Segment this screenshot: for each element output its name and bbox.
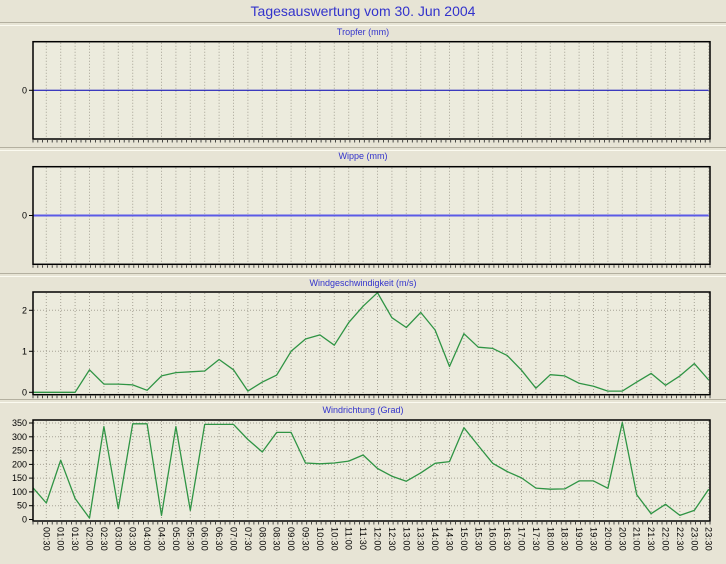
x-tick-label: 04:00: [142, 527, 152, 551]
x-tick-label: 22:00: [661, 527, 671, 551]
gridlines: [45, 42, 710, 138]
x-tick-label: 05:30: [185, 527, 195, 551]
x-tick-label: 16:30: [502, 527, 512, 551]
y-tick-label: 350: [12, 418, 27, 428]
x-tick-label: 01:00: [56, 527, 66, 551]
x-tick-label: 21:30: [646, 527, 656, 551]
tropfer-chart: 0: [22, 40, 711, 143]
wind-speed-line: [33, 292, 710, 393]
wind-direction-chart: 0 50 100 150 200 250 300 350: [12, 418, 711, 525]
x-tick-label: 12:30: [387, 527, 397, 551]
y-tick-labels: 0: [22, 85, 27, 95]
x-tick-label: 15:30: [473, 527, 483, 551]
x-tick-label: 21:00: [632, 527, 642, 551]
page-title: Tagesauswertung vom 30. Jun 2004: [250, 3, 476, 19]
x-tick-label: 08:30: [272, 527, 282, 551]
wind-direction-chart-title: Windrichtung (Grad): [322, 405, 404, 415]
y-tick-label: 0: [22, 211, 27, 221]
x-tick-label: 06:00: [200, 527, 210, 551]
x-tick-label: 18:00: [545, 527, 555, 551]
x-tick-label: 01:30: [70, 527, 80, 551]
y-tick-label: 250: [12, 446, 27, 456]
x-tick-label: 23:30: [704, 527, 714, 551]
gridlines: [34, 293, 710, 394]
x-tick-label: 18:30: [560, 527, 570, 551]
x-tick-label: 19:00: [574, 527, 584, 551]
x-tick-label: 11:00: [344, 527, 354, 550]
y-tick-label: 0: [22, 515, 27, 525]
wippe-chart-title: Wippe (mm): [338, 151, 388, 161]
x-tick-label: 07:30: [243, 527, 253, 551]
x-tick-label: 20:30: [617, 527, 627, 551]
x-tick-label: 13:00: [401, 527, 411, 551]
x-tick-label: 20:00: [603, 527, 613, 551]
plot-area: [33, 292, 710, 395]
x-tick-label: 08:00: [257, 527, 267, 551]
x-tick-label: 02:00: [85, 527, 95, 551]
x-tick-label: 00:30: [41, 527, 51, 551]
y-tick-labels: 0 50 100 150 200 250 300 350: [12, 418, 27, 525]
minor-ticks: [32, 140, 711, 143]
y-tick-labels: 0: [22, 211, 27, 221]
x-tick-label: 02:30: [99, 527, 109, 551]
x-tick-label: 13:30: [416, 527, 426, 551]
x-tick-label: 03:00: [113, 527, 123, 551]
y-tick-label: 50: [17, 501, 27, 511]
minor-ticks: [32, 265, 711, 268]
plot-border: [32, 291, 711, 396]
section-divider: [0, 399, 726, 403]
x-tick-label: 14:30: [445, 527, 455, 551]
x-tick-label: 12:00: [373, 527, 383, 551]
section-divider: [0, 22, 726, 26]
x-tick-label: 04:30: [157, 527, 167, 551]
x-tick-label: 17:30: [531, 527, 541, 551]
wind-speed-chart: 0 1 2: [22, 291, 711, 399]
x-tick-label: 14:00: [430, 527, 440, 551]
plot-border: [32, 165, 711, 266]
x-tick-label: 07:00: [229, 527, 239, 551]
gridlines: [34, 421, 710, 520]
x-tick-label: 16:00: [488, 527, 498, 551]
plot-border: [32, 419, 711, 522]
plot-area: [33, 41, 710, 140]
section-divider: [0, 147, 726, 151]
y-tick-label: 200: [12, 459, 27, 469]
x-tick-label: 22:30: [675, 527, 685, 551]
y-tick-label: 2: [22, 305, 27, 315]
x-axis-labels: 00:30 01:00 01:30 02:00 02:30 03:00 03:30 04:00…: [41, 527, 713, 551]
tropfer-chart-title: Tropfer (mm): [336, 27, 390, 37]
x-tick-label: 06:30: [214, 527, 224, 551]
y-tick-label: 150: [12, 473, 27, 483]
x-tick-label: 23:00: [689, 527, 699, 551]
x-tick-label: 05:00: [171, 527, 181, 551]
x-tick-label: 15:00: [459, 527, 469, 551]
x-tick-label: 09:30: [301, 527, 311, 551]
plot-area: [33, 166, 710, 265]
gridlines: [45, 167, 710, 264]
wind-direction-line: [32, 421, 710, 519]
section-divider: [0, 273, 726, 277]
x-tick-label: 10:30: [329, 527, 339, 551]
axis-ticks: [29, 422, 33, 520]
wind-speed-chart-title: Windgeschwindigkeit (m/s): [309, 278, 417, 288]
y-tick-label: 1: [22, 346, 27, 356]
minor-ticks: [32, 395, 711, 399]
axis-ticks: [29, 309, 33, 393]
plot-border: [32, 40, 711, 140]
x-tick-label: 03:30: [128, 527, 138, 551]
minor-ticks: [32, 522, 711, 525]
y-tick-label: 0: [22, 387, 27, 397]
x-tick-label: 17:00: [517, 527, 527, 551]
wippe-chart: 0: [22, 165, 711, 268]
plot-area: [33, 420, 710, 521]
y-tick-labels: 0 1 2: [22, 305, 27, 397]
x-tick-label: 10:00: [315, 527, 325, 551]
x-tick-label: 09:00: [286, 527, 296, 551]
y-tick-label: 100: [12, 487, 27, 497]
x-tick-label: 11:30: [358, 527, 368, 550]
y-tick-label: 0: [22, 85, 27, 95]
y-tick-label: 300: [12, 432, 27, 442]
x-tick-label: 19:30: [589, 527, 599, 551]
